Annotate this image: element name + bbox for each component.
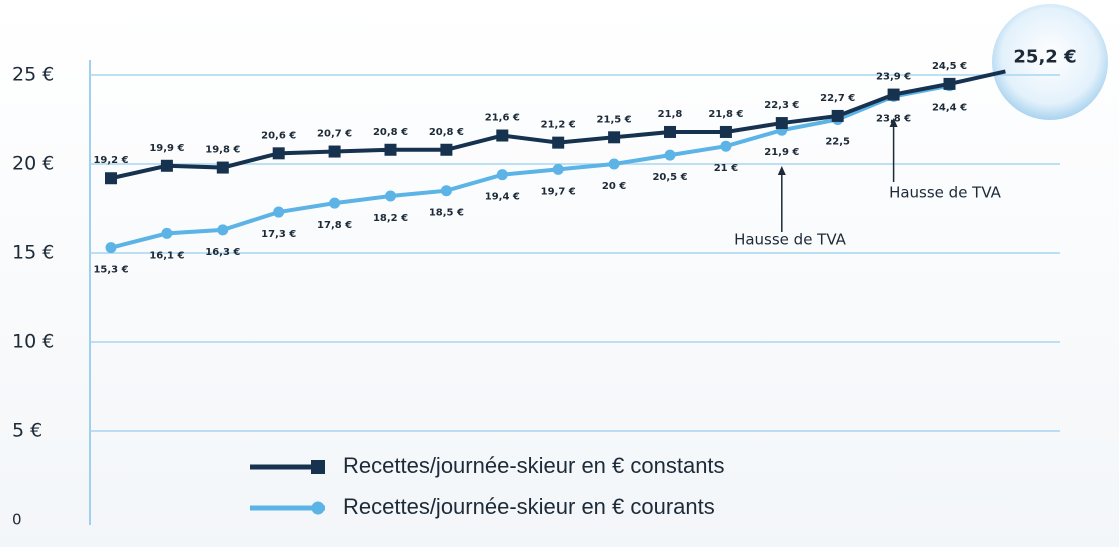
marker [105,242,117,254]
annotation-arrowhead [777,166,786,175]
value-label: 21,9 € [764,147,799,158]
marker [384,143,397,156]
marker [385,190,396,202]
value-label: 23,9 € [876,72,911,83]
marker [608,158,620,170]
value-label: 18,2 € [373,213,408,224]
marker [719,125,732,138]
value-label: 24,5 € [932,61,967,72]
marker [273,206,285,218]
value-label: 16,3 € [205,247,240,258]
value-label: 24,4 € [932,103,967,114]
marker [216,161,229,174]
marker [608,131,621,144]
value-label: 18,5 € [429,208,464,219]
value-label: 20,5 € [652,172,687,183]
value-label: 19,8 € [205,145,240,156]
annotation: Hausse de TVA [734,231,847,249]
highlight-bubble [992,4,1108,120]
marker [664,125,676,138]
value-label: 22,5 [825,137,850,148]
marker [440,143,453,156]
value-label: 20,8 € [429,127,464,138]
y-tick-label: 25 € [12,64,54,86]
value-label: 21,6 € [485,113,520,124]
y-tick-label: 5 € [12,420,42,442]
value-label: 21 € [714,163,738,174]
y-tick-label: 10 € [12,331,54,353]
marker [552,163,564,175]
y-tick-label: 0 [12,511,22,529]
marker [440,185,452,197]
value-label: 20,7 € [317,129,352,140]
value-label: 20 € [602,181,626,192]
marker [105,172,117,185]
marker [552,136,565,149]
y-tick-label: 20 € [12,153,54,175]
marker [496,129,509,142]
value-label: 19,2 € [93,155,128,166]
value-label: 25,2 € [1013,46,1076,67]
annotation: Hausse de TVA [889,184,1002,202]
marker [775,117,788,130]
value-label: 21,5 € [597,114,632,125]
marker [664,149,676,161]
value-label: 19,4 € [485,192,520,203]
marker [217,224,229,236]
marker [887,88,900,101]
marker [272,147,285,160]
marker [720,140,732,152]
marker [160,159,173,172]
marker [943,77,956,90]
value-label: 15,3 € [93,265,128,276]
value-label: 22,3 € [764,100,799,111]
value-label: 20,6 € [261,130,296,141]
marker [831,109,844,122]
legend-marker [311,501,325,515]
y-tick-label: 15 € [12,242,54,264]
marker [161,227,173,239]
value-label: 20,8 € [373,127,408,138]
marker [329,197,341,209]
value-label: 21,8 € [708,109,743,120]
value-label: 16,1 € [149,250,184,261]
value-label: 17,8 € [317,220,352,231]
legend-label: Recettes/journée-skieur en € courants [343,494,715,519]
series-line [110,83,950,250]
legend-label: Recettes/journée-skieur en € constants [343,453,725,478]
value-label: 19,7 € [541,186,576,197]
value-label: 19,9 € [149,143,184,154]
annotation-arrowhead [889,118,898,127]
value-label: 17,3 € [261,229,296,240]
legend-marker [311,460,325,474]
value-label: 21,2 € [541,120,576,131]
marker [496,169,508,181]
value-label: 22,7 € [820,93,855,104]
value-label: 21,8 [658,109,683,120]
marker [328,145,341,158]
